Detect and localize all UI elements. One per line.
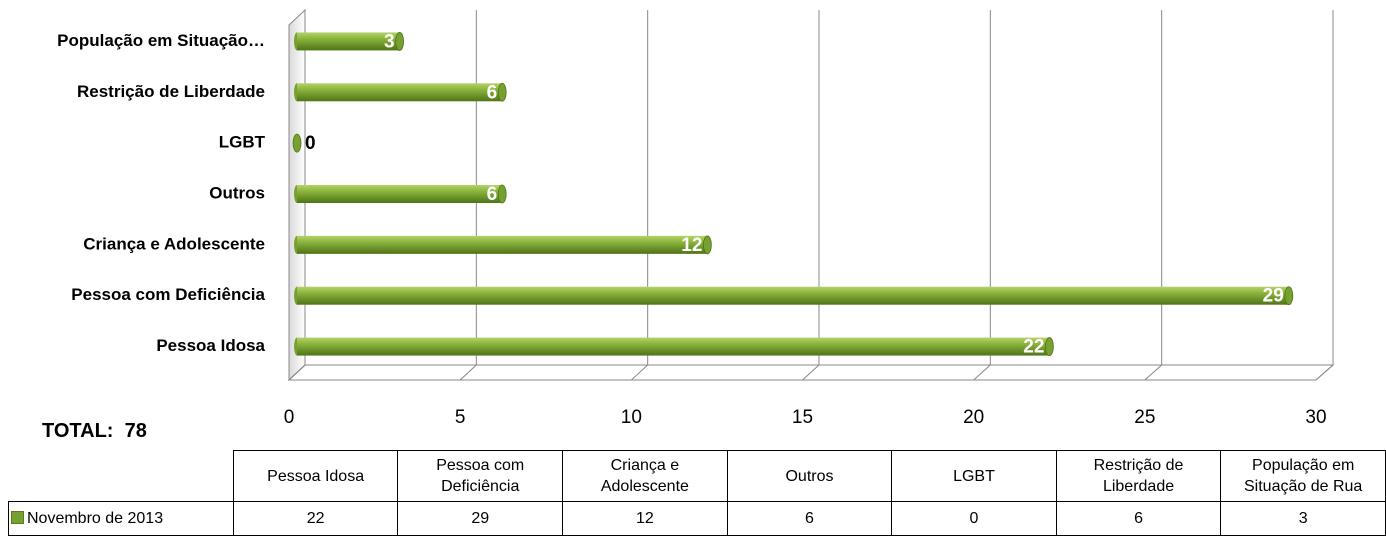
value-label: 0	[305, 133, 316, 154]
value-label: 22	[1023, 337, 1044, 358]
grid-line	[802, 10, 820, 381]
corner	[8, 450, 234, 502]
bar	[297, 286, 1289, 305]
x-tick-label: 15	[792, 407, 813, 428]
bar	[297, 185, 503, 203]
grid-line	[1144, 10, 1163, 381]
table-value: 3	[1220, 501, 1386, 536]
category-label: Outros	[209, 183, 265, 202]
category-label: Restrição de Liberdade	[77, 82, 265, 101]
bar	[297, 32, 400, 51]
table-value: 0	[891, 501, 1057, 536]
total: TOTAL: 78	[42, 420, 147, 443]
bar-cap	[1045, 337, 1054, 356]
table-value: 6	[1055, 501, 1222, 536]
bar-cap	[497, 184, 507, 204]
bar-cap	[703, 235, 712, 255]
table-value: 12	[562, 501, 728, 536]
series-label: Novembro de 2013	[8, 501, 234, 536]
value-label: 3	[384, 31, 395, 52]
grid-line	[288, 10, 306, 381]
x-tick-label: 20	[963, 407, 984, 428]
x-tick-label: 30	[1305, 407, 1326, 428]
bar	[297, 83, 503, 102]
x-tick-label: 25	[1134, 407, 1155, 428]
bar	[297, 337, 1050, 356]
bar-cap	[1284, 286, 1294, 306]
table-value: 29	[397, 501, 564, 536]
bar-cap	[497, 82, 507, 102]
column-header: Outros	[726, 450, 893, 502]
category-label: Pessoa com Deficiência	[71, 285, 265, 304]
x-tick-label: 10	[621, 407, 642, 428]
category-label: Pessoa Idosa	[156, 336, 265, 355]
value-label: 29	[1263, 286, 1284, 307]
grid-line	[1315, 10, 1334, 381]
legend-entry: Novembro de 2013	[27, 510, 164, 527]
category-label: LGBT	[219, 133, 266, 152]
column-header: Pessoa Idosa	[232, 450, 399, 502]
column-header: População em Situação de Rua	[1220, 450, 1386, 502]
column-header: Restrição de Liberdade	[1055, 450, 1222, 502]
bar-cap	[395, 32, 405, 51]
category-label: Criança e Adolescente	[83, 234, 265, 253]
legend-key	[11, 511, 24, 524]
grid-line	[630, 10, 649, 381]
category-label: População em Situação…	[57, 31, 265, 50]
table-value: 22	[232, 501, 399, 536]
column-header: Pessoa com Deficiência	[397, 450, 564, 502]
table-value: 6	[726, 501, 893, 536]
value-label: 6	[487, 184, 498, 205]
bar	[297, 235, 708, 254]
data-table: Pessoa Idosa Pessoa com Deficiência Crianç…	[8, 450, 1386, 536]
x-tick-label: 0	[284, 407, 295, 428]
total-value: 78	[124, 420, 147, 442]
column-header: Criança e Adolescente	[562, 450, 728, 502]
total-label: TOTAL:	[42, 420, 114, 442]
grid-line	[459, 10, 477, 381]
column-header: LGBT	[891, 450, 1057, 502]
value-label: 12	[681, 235, 702, 256]
value-label: 6	[487, 82, 498, 103]
grid-line	[973, 10, 991, 381]
bar-cap	[292, 133, 302, 153]
x-tick-label: 5	[455, 407, 466, 428]
